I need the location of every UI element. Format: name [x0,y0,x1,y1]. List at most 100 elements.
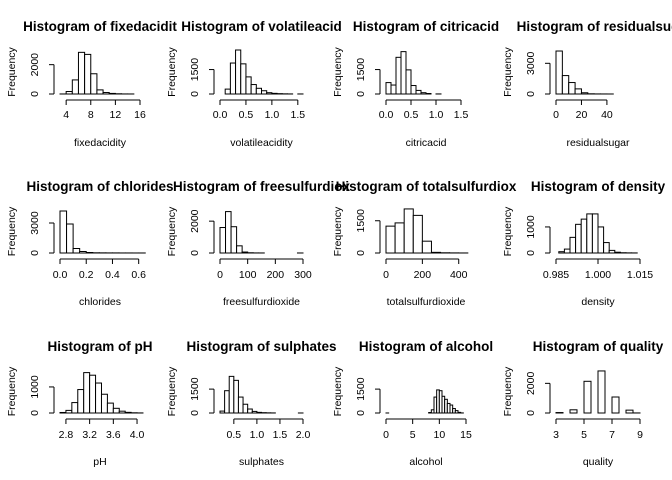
x-tick-label: 0.5 [239,109,254,121]
histogram-bar [256,411,263,414]
histogram-bar [625,409,634,414]
histogram-bar [224,390,230,414]
x-tick-label: 40 [601,109,613,121]
histogram-bar [580,218,588,254]
histogram-bar [415,89,422,95]
histogram-bar [266,92,273,95]
y-axis-label: Frequency [332,366,344,416]
panel-title: Histogram of residualsug [517,19,672,34]
y-tick-label: 2000 [189,209,201,233]
x-tick-label: 0 [217,269,223,281]
histogram-bar [85,252,94,254]
y-tick-label: 1000 [29,375,41,399]
x-axis-label: quality [583,456,614,468]
histogram-bar [611,396,620,414]
panel-title: Histogram of volatileacid [181,19,342,34]
histogram-bar [108,92,116,95]
x-tick-label: 3.6 [106,429,121,441]
histogram-bar [230,226,238,254]
x-tick-label: 0.5 [227,429,242,441]
histogram-panel-3: Histogram of citricacid 0.0 0.5 1.0 1.5 0 1500… [332,19,499,149]
panel-title: Histogram of citricacid [353,19,499,34]
histogram-bar [251,410,258,414]
y-tick-label: 0 [355,410,367,416]
x-tick-label: 0.0 [379,109,394,121]
x-tick-label: 200 [414,269,432,281]
histogram-bar [106,402,114,414]
panel-title: Histogram of pH [47,339,152,354]
x-tick-label: 0.2 [79,269,94,281]
histogram-panel-6: Histogram of freesulfurdiox 0 100 200 300 0 20… [166,179,350,308]
histogram-bar [59,411,67,414]
x-axis-label: alcohol [409,456,442,468]
y-tick-label: 1500 [355,377,367,401]
x-axis-label: pH [93,456,106,468]
histogram-bar [235,49,242,95]
x-tick-label: 10 [433,429,445,441]
histogram-bar [65,409,73,414]
histogram-bar [574,88,582,95]
histogram-bar [558,251,565,254]
histogram-bar [454,410,459,414]
histogram-bar [247,408,253,414]
y-axis-label: Frequency [502,46,514,96]
y-axis-label: Frequency [502,366,514,416]
histogram-bar [100,393,108,414]
y-tick-label: 0 [525,250,537,256]
histogram-bar [236,245,243,254]
y-tick-label: 0 [189,410,201,416]
histogram-bar [237,396,244,414]
x-axis-label: citricacid [406,137,447,149]
histogram-bar [420,92,427,95]
histogram-panel-1: Histogram of fixedacidit 4 8 12 16 0 2000 fixed… [6,19,177,149]
histogram-bar [580,92,589,95]
y-tick-label: 0 [29,91,41,97]
panel-title: Histogram of quality [533,339,664,354]
x-tick-label: 20 [576,109,588,121]
histogram-bar [124,411,132,414]
y-axis-label: Frequency [332,46,344,96]
histogram-panel-2: Histogram of volatileacid 0.0 0.5 1.0 1.5 0 15… [166,19,342,149]
histogram-bar [112,407,120,414]
histogram-bar [586,213,593,254]
histogram-bar [84,53,92,95]
x-tick-label: 15 [460,429,472,441]
histogram-bar [555,50,563,95]
y-axis-label: Frequency [6,366,18,416]
x-tick-label: 200 [267,269,285,281]
y-axis-label: Frequency [166,46,178,96]
y-axis-label: Frequency [6,46,18,96]
histogram-bar [385,82,392,95]
x-tick-label: 0.985 [543,269,569,281]
histogram-panel-4: Histogram of residualsug 0 20 40 0 3000 residu… [502,19,672,149]
x-tick-label: 1.5 [273,429,288,441]
histogram-bar [569,409,578,414]
histogram-bar [410,85,417,95]
x-axis-label: totalsulfurdioxide [387,296,466,308]
histogram-panel-10: Histogram of sulphates 0.5 1.0 1.5 2.0 0 1500 s… [166,339,337,468]
x-tick-label: 16 [134,109,146,121]
histogram-bar [77,389,85,414]
x-tick-label: 8 [88,109,94,121]
y-axis-label: Frequency [502,206,514,256]
x-tick-label: 3.2 [82,429,97,441]
y-tick-label: 0 [525,91,537,97]
y-tick-label: 1500 [189,377,201,401]
x-tick-label: 1.5 [454,109,469,121]
histogram-bar [394,222,405,254]
panel-title: Histogram of alcohol [359,339,493,354]
histogram-bar [79,251,87,254]
y-tick-label: 0 [29,250,41,256]
histogram-bar [72,248,81,254]
histogram-bar [219,410,226,414]
y-tick-label: 0 [525,410,537,416]
histogram-bar [575,223,582,254]
histogram-bar [233,379,239,414]
y-axis-label: Frequency [332,206,344,256]
y-tick-label: 1500 [355,58,367,82]
histogram-bar [224,88,231,95]
histogram-bar [400,51,407,95]
x-tick-label: 1.000 [585,269,611,281]
x-tick-label: 0 [383,429,389,441]
